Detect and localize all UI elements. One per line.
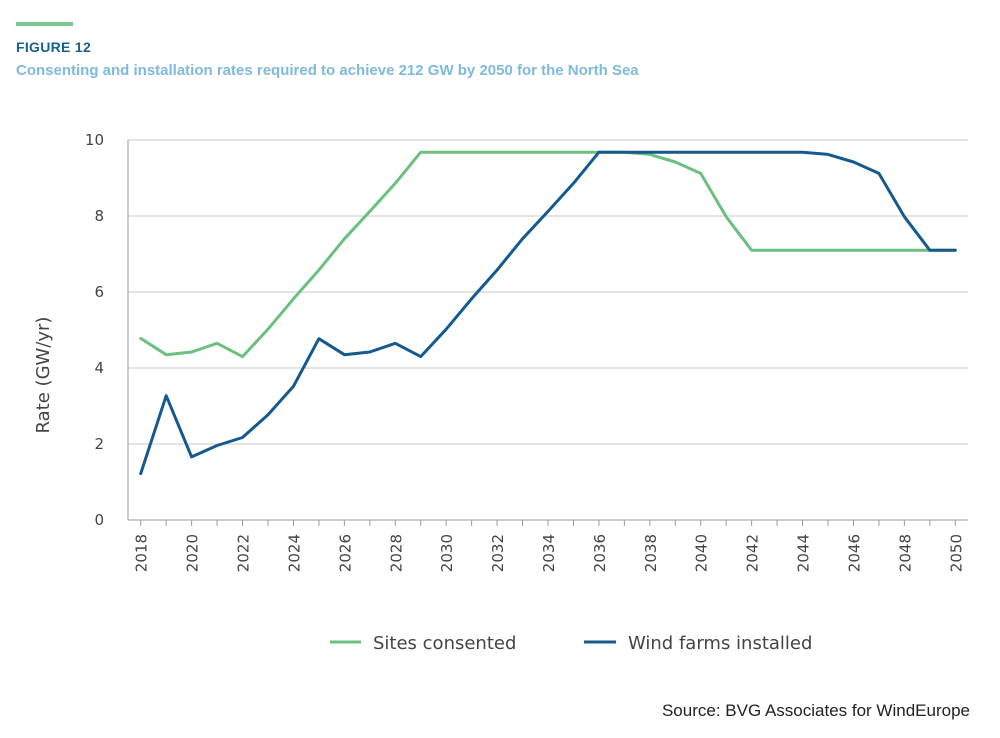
x-tick-label-2032: 2032 <box>489 534 507 572</box>
x-tick-label-2034: 2034 <box>540 534 558 572</box>
legend: Sites consented Wind farms installed <box>330 633 812 654</box>
figure-label: FIGURE 12 <box>16 39 92 55</box>
figure-title: Consenting and installation rates requir… <box>16 62 639 79</box>
y-tick-label-6: 6 <box>94 283 104 301</box>
x-tick-label-2030: 2030 <box>438 534 456 572</box>
legend-label-wind-farms-installed: Wind farms installed <box>628 633 812 654</box>
gridlines <box>128 139 968 445</box>
series-line-wind-farms-installed <box>139 150 957 476</box>
x-tick-label-2048: 2048 <box>896 534 914 572</box>
x-tick-label-2028: 2028 <box>387 534 405 572</box>
axes <box>127 140 968 526</box>
x-tick-label-2020: 2020 <box>184 534 202 572</box>
y-tick-label-0: 0 <box>94 511 104 529</box>
x-tick-label-2018: 2018 <box>133 534 151 572</box>
y-axis-title: Rate (GW/yr) <box>33 317 54 434</box>
y-tick-label-4: 4 <box>94 359 104 377</box>
legend-label-sites-consented: Sites consented <box>373 633 516 654</box>
x-tick-label-2036: 2036 <box>591 534 609 572</box>
series-line-sites-consented <box>139 150 957 359</box>
y-tick-label-10: 10 <box>85 131 104 149</box>
x-tick-label-2024: 2024 <box>285 534 303 572</box>
accent-bar <box>16 22 73 26</box>
tick-labels: 0 2 4 6 8 10 2018 2020 2022 2024 2026 2028 2030 2032 2… <box>85 131 965 572</box>
x-tick-label-2026: 2026 <box>336 534 354 572</box>
y-tick-label-2: 2 <box>94 435 104 453</box>
x-tick-label-2046: 2046 <box>845 534 863 572</box>
x-tick-label-2044: 2044 <box>795 534 813 572</box>
x-tick-label-2022: 2022 <box>235 534 253 572</box>
x-tick-label-2042: 2042 <box>744 534 762 572</box>
x-tick-label-2050: 2050 <box>947 534 965 572</box>
x-tick-label-2038: 2038 <box>642 534 660 572</box>
series-lines <box>139 150 957 476</box>
x-tick-label-2040: 2040 <box>693 534 711 572</box>
y-tick-label-8: 8 <box>94 207 104 225</box>
source-note: Source: BVG Associates for WindEurope <box>661 701 970 720</box>
